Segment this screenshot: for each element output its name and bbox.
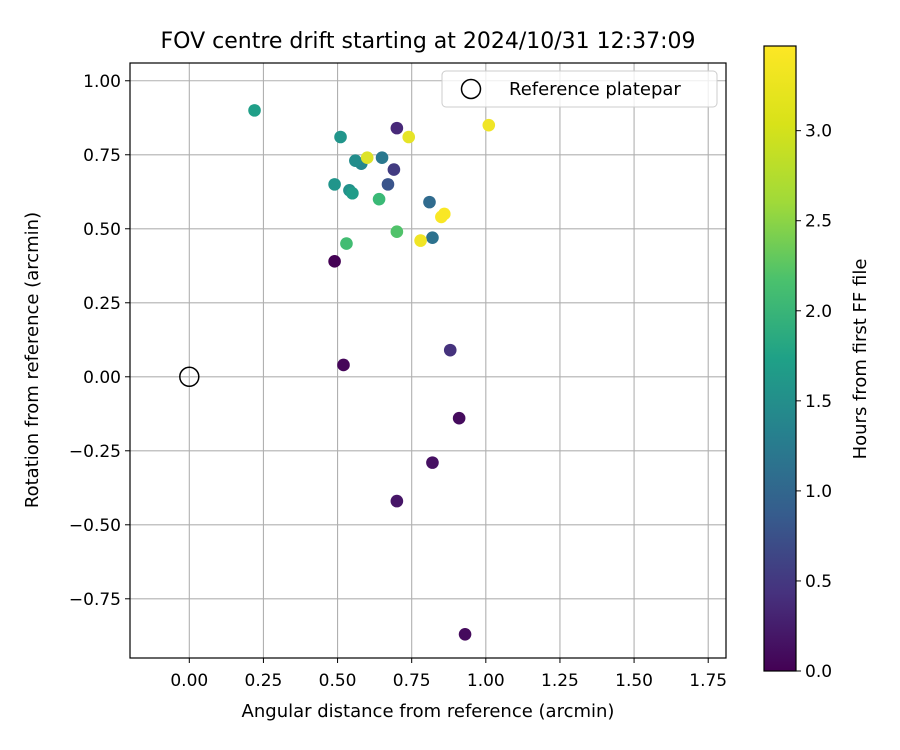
data-point bbox=[423, 195, 436, 209]
reference-layer bbox=[179, 366, 200, 388]
data-point bbox=[375, 151, 389, 165]
data-point bbox=[360, 151, 374, 165]
legend-box bbox=[441, 70, 718, 108]
x-tick-label: 0.00 bbox=[170, 671, 208, 691]
data-point bbox=[387, 163, 401, 176]
legend-marker-icon bbox=[460, 78, 482, 100]
y-tick-label: 0.00 bbox=[83, 368, 121, 388]
data-point bbox=[390, 225, 404, 239]
data-point bbox=[372, 192, 386, 206]
data-point bbox=[390, 494, 404, 508]
plot-frame bbox=[129, 62, 727, 659]
y-tick-label: 0.75 bbox=[83, 146, 121, 166]
data-point bbox=[426, 231, 439, 244]
data-point bbox=[248, 104, 261, 117]
colorbar-tick-label: 1.0 bbox=[805, 482, 832, 502]
data-point bbox=[482, 118, 496, 132]
y-tick-label: −0.25 bbox=[69, 442, 121, 462]
data-point bbox=[381, 178, 395, 191]
data-point bbox=[340, 237, 353, 250]
colorbar-tick-label: 0.0 bbox=[805, 662, 832, 682]
x-axis-label: Angular distance from reference (arcmin) bbox=[242, 701, 615, 722]
data-point bbox=[426, 456, 439, 469]
data-point bbox=[328, 178, 341, 191]
data-point bbox=[443, 343, 457, 357]
legend-label: Reference platepar bbox=[509, 79, 681, 100]
y-tick-label: −0.75 bbox=[69, 590, 121, 610]
y-tick-label: 0.50 bbox=[83, 220, 121, 240]
reference-marker-icon bbox=[179, 366, 200, 388]
data-point bbox=[414, 234, 427, 247]
x-tick-label: 1.75 bbox=[689, 671, 727, 691]
legend: Reference platepar bbox=[441, 70, 718, 108]
y-axis-label: Rotation from reference (arcmin) bbox=[22, 212, 43, 508]
data-point bbox=[328, 255, 341, 268]
data-point bbox=[402, 130, 416, 144]
colorbar-label: Hours from first FF file bbox=[850, 259, 871, 460]
x-tick-label: 0.50 bbox=[319, 671, 357, 691]
data-point bbox=[334, 130, 347, 144]
colorbar: 0.0 0.5 1.0 1.5 2.0 2.5 3.0 Hours from first F… bbox=[763, 45, 871, 682]
x-tick-label: 0.25 bbox=[245, 671, 283, 691]
data-point bbox=[346, 186, 359, 200]
x-tick-label: 1.25 bbox=[541, 671, 579, 691]
x-tick-label: 1.50 bbox=[615, 671, 653, 691]
colorbar-gradient bbox=[764, 46, 796, 671]
x-tick-label: 1.00 bbox=[467, 671, 505, 691]
colorbar-tick-label: 2.5 bbox=[805, 212, 832, 232]
data-points bbox=[248, 104, 496, 641]
colorbar-tick-label: 1.5 bbox=[805, 392, 832, 412]
y-axis-ticks: −0.75 −0.50 −0.25 0.00 0.25 0.50 0.75 1.00 bbox=[69, 72, 130, 610]
colorbar-tick-label: 2.0 bbox=[805, 302, 832, 322]
data-point bbox=[452, 411, 466, 425]
data-point bbox=[390, 121, 404, 135]
data-point bbox=[349, 154, 362, 167]
grid-lines bbox=[130, 63, 726, 658]
x-axis-ticks: 0.00 0.25 0.50 0.75 1.00 1.25 1.50 1.75 bbox=[170, 658, 727, 691]
colorbar-tick-label: 0.5 bbox=[805, 572, 832, 592]
data-point bbox=[458, 628, 472, 641]
y-tick-label: 0.25 bbox=[83, 294, 121, 314]
data-point bbox=[337, 358, 350, 372]
chart-title: FOV centre drift starting at 2024/10/31 … bbox=[161, 29, 696, 54]
colorbar-tick-label: 3.0 bbox=[805, 122, 832, 142]
data-point bbox=[438, 207, 451, 221]
y-tick-label: 1.00 bbox=[83, 72, 121, 92]
y-tick-label: −0.50 bbox=[69, 516, 121, 536]
x-tick-label: 0.75 bbox=[393, 671, 431, 691]
colorbar-frame bbox=[763, 45, 797, 672]
colorbar-ticks: 0.0 0.5 1.0 1.5 2.0 2.5 3.0 bbox=[796, 122, 832, 682]
